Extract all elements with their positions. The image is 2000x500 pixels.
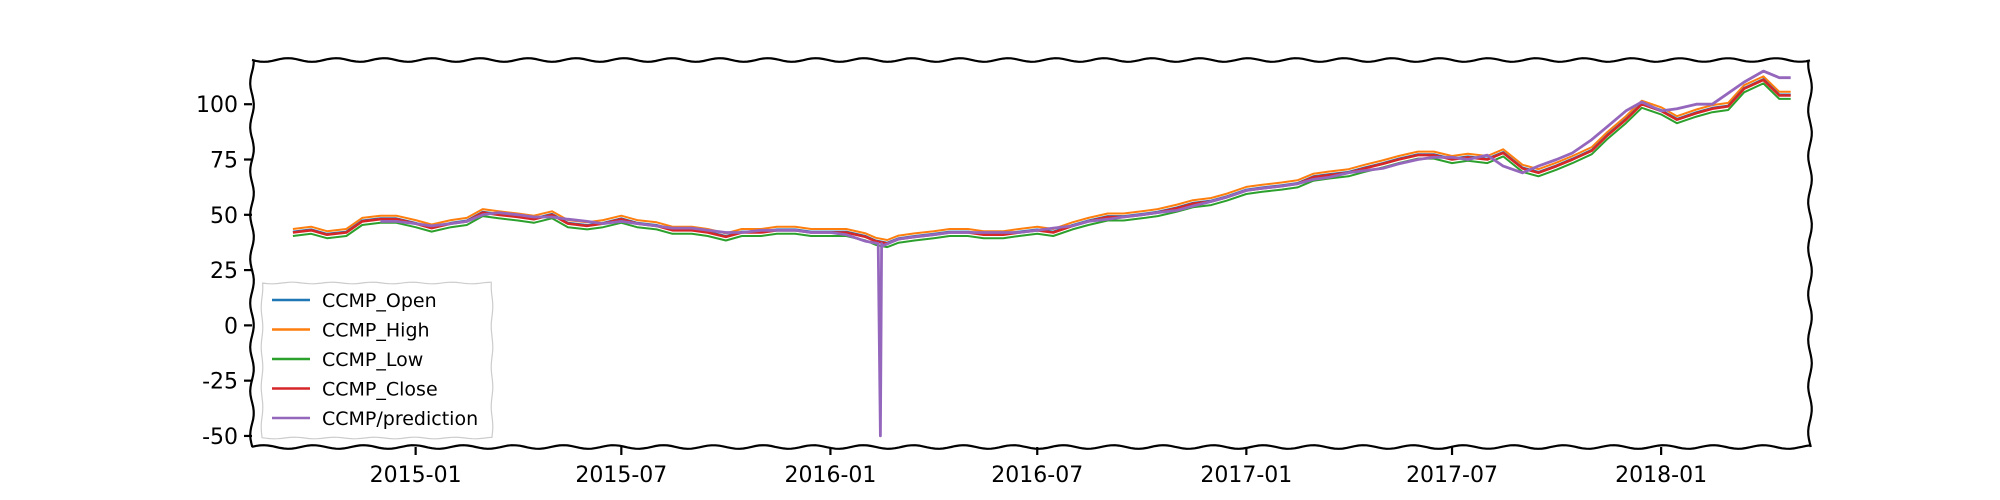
legend-label: CCMP_Close xyxy=(322,379,438,401)
legend-label: CCMP_High xyxy=(322,320,430,342)
y-tick-label: -25 xyxy=(202,370,238,395)
y-tick-label: 75 xyxy=(210,149,238,174)
series-layer xyxy=(292,69,1791,438)
y-tick-label: 50 xyxy=(210,204,238,229)
y-axis: 100 75 50 25 0 -25 -50 xyxy=(196,93,252,450)
x-tick-label: 2016-01 xyxy=(784,463,876,488)
legend-label: CCMP_Low xyxy=(322,349,423,371)
x-tick-label: 2015-07 xyxy=(575,463,667,488)
legend-box xyxy=(260,281,494,440)
x-axis: 2015-01 2015-07 2016-01 2016-07 2017-01 2017-… xyxy=(370,447,1707,488)
plot-frame xyxy=(249,57,1813,450)
x-tick-label: 2017-07 xyxy=(1406,463,1498,488)
legend-label: CCMP_Open xyxy=(322,290,437,312)
x-tick-label: 2016-07 xyxy=(991,463,1083,488)
y-tick-label: 100 xyxy=(196,93,238,118)
x-tick-label: 2015-01 xyxy=(370,463,462,488)
series-line-high xyxy=(292,75,1791,241)
x-tick-label: 2017-01 xyxy=(1200,463,1292,488)
series-line-close xyxy=(292,78,1791,245)
y-tick-label: 0 xyxy=(224,314,238,339)
series-line-low xyxy=(292,82,1791,249)
series-line-prediction xyxy=(380,69,1791,438)
x-tick-label: 2018-01 xyxy=(1615,463,1707,488)
legend: CCMP_Open CCMP_High CCMP_Low CCMP_Close CCMP… xyxy=(260,281,494,440)
legend-label: CCMP/prediction xyxy=(322,408,478,430)
y-tick-label: 25 xyxy=(210,259,238,284)
y-tick-label: -50 xyxy=(202,425,238,450)
